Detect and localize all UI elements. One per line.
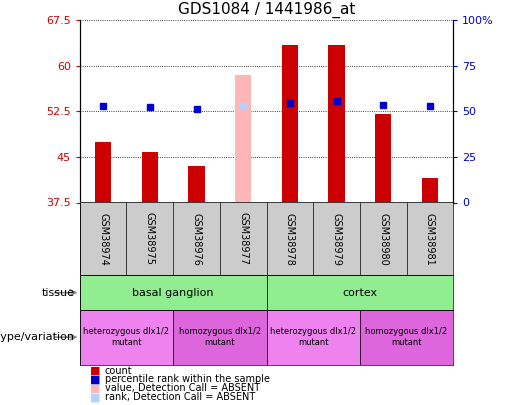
Text: ■: ■ xyxy=(90,384,100,393)
Text: ■: ■ xyxy=(90,366,100,375)
Text: value, Detection Call = ABSENT: value, Detection Call = ABSENT xyxy=(105,384,260,393)
Text: tissue: tissue xyxy=(42,288,75,298)
Text: GSM38978: GSM38978 xyxy=(285,213,295,265)
Text: GSM38974: GSM38974 xyxy=(98,213,108,265)
Text: ■: ■ xyxy=(90,392,100,402)
Bar xyxy=(142,152,158,202)
Text: heterozygous dlx1/2
mutant: heterozygous dlx1/2 mutant xyxy=(83,328,169,347)
Bar xyxy=(282,45,298,202)
Text: GSM38981: GSM38981 xyxy=(425,213,435,265)
Text: count: count xyxy=(105,366,132,375)
Text: GSM38979: GSM38979 xyxy=(332,213,341,265)
Text: cortex: cortex xyxy=(342,288,377,298)
Bar xyxy=(95,142,111,202)
Bar xyxy=(375,115,391,202)
Text: homozygous dlx1/2
mutant: homozygous dlx1/2 mutant xyxy=(179,328,261,347)
Bar xyxy=(188,166,204,202)
Text: basal ganglion: basal ganglion xyxy=(132,288,214,298)
Title: GDS1084 / 1441986_at: GDS1084 / 1441986_at xyxy=(178,1,355,17)
Text: homozygous dlx1/2
mutant: homozygous dlx1/2 mutant xyxy=(366,328,448,347)
Text: GSM38975: GSM38975 xyxy=(145,213,155,265)
Bar xyxy=(422,178,438,202)
Bar xyxy=(267,310,360,364)
Bar xyxy=(173,310,267,364)
Text: GSM38980: GSM38980 xyxy=(378,213,388,265)
Text: ■: ■ xyxy=(90,375,100,384)
Bar xyxy=(360,310,453,364)
Text: heterozygous dlx1/2
mutant: heterozygous dlx1/2 mutant xyxy=(270,328,356,347)
Text: GSM38977: GSM38977 xyxy=(238,213,248,265)
Text: genotype/variation: genotype/variation xyxy=(0,332,75,342)
Bar xyxy=(267,275,453,310)
Bar xyxy=(235,75,251,202)
Text: rank, Detection Call = ABSENT: rank, Detection Call = ABSENT xyxy=(105,392,255,402)
Bar xyxy=(80,275,267,310)
Text: percentile rank within the sample: percentile rank within the sample xyxy=(105,375,269,384)
Bar xyxy=(80,310,173,364)
Text: GSM38976: GSM38976 xyxy=(192,213,201,265)
Bar xyxy=(329,45,345,202)
